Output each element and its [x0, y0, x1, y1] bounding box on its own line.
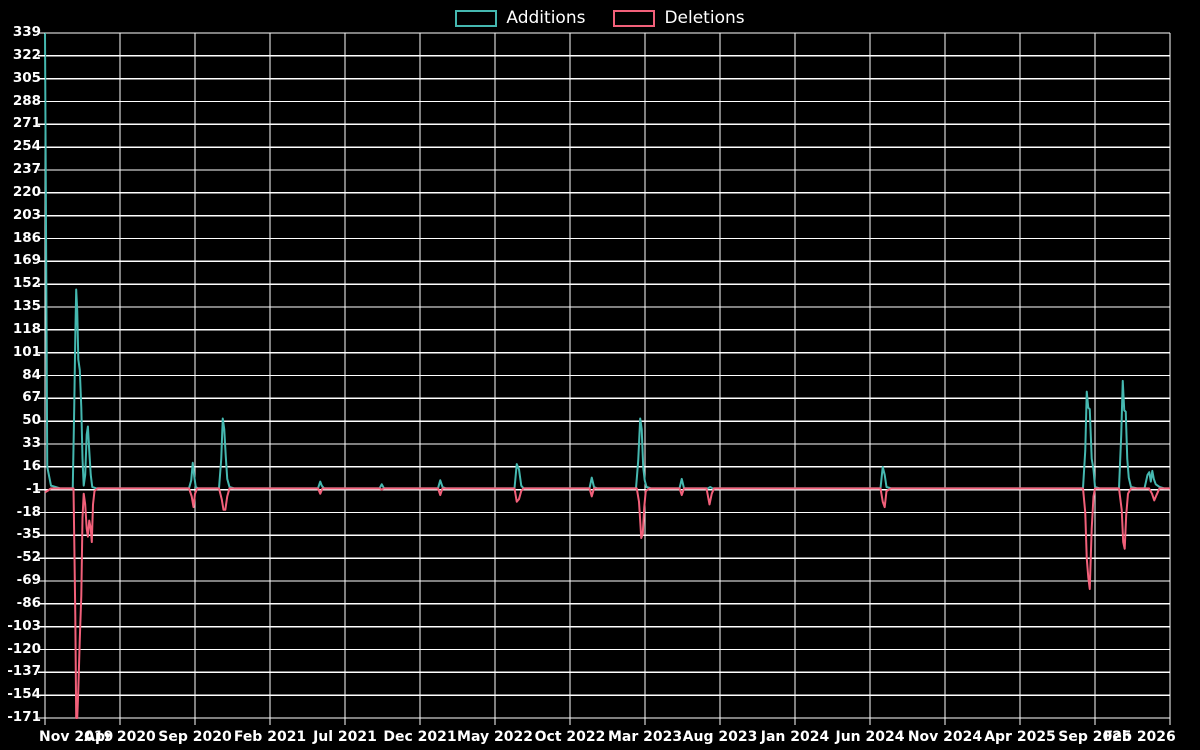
x-axis-tick-label: May 2022: [457, 729, 533, 745]
y-axis-tick-label: 288: [12, 92, 41, 109]
y-axis-tick-label: 169: [12, 252, 41, 269]
x-axis-tick-label: Feb 2026: [1103, 729, 1176, 745]
y-axis-tick-label: 84: [22, 366, 41, 383]
y-axis-tick-label: 67: [22, 389, 41, 406]
x-axis-tick-label: Jun 2024: [835, 729, 905, 745]
axis-tick-marks: [38, 32, 1171, 725]
y-axis-tick-label: -18: [16, 503, 41, 520]
legend-swatch-additions-icon: [455, 9, 498, 27]
y-axis-tick-label: -137: [7, 663, 41, 680]
legend-swatch-deletions-icon: [613, 9, 656, 27]
y-axis-tick-label: -103: [7, 617, 41, 634]
y-axis-tick-label: 305: [12, 69, 41, 86]
y-axis-tick-label: -1: [26, 480, 41, 497]
y-axis-tick-label: -86: [16, 594, 41, 611]
legend-label-deletions: Deletions: [664, 8, 745, 28]
x-axis-tick-label: Oct 2022: [534, 729, 606, 745]
x-axis-tick-label: Feb 2021: [233, 729, 307, 745]
y-axis-tick-label: -52: [16, 549, 41, 566]
y-axis-tick-label: 322: [12, 46, 41, 63]
y-axis-tick-label: 152: [12, 275, 41, 292]
series-line-deletions: [44, 487, 1170, 719]
chart-legend: Additions Deletions: [0, 0, 1200, 36]
x-axis-tick-label: Apr 2020: [84, 729, 156, 745]
x-axis-tick-label: Apr 2025: [984, 729, 1056, 745]
y-axis-tick-labels: 339 322 305 288 271 254 237 220 203 186 169 152 135 1…: [0, 0, 41, 750]
y-axis-tick-label: 101: [12, 343, 41, 360]
legend-label-additions: Additions: [506, 8, 586, 28]
y-axis-tick-label: 118: [12, 320, 41, 337]
x-axis-tick-label: Dec 2021: [383, 729, 457, 745]
y-axis-tick-label: -69: [16, 572, 41, 588]
x-axis-tick-label: Jan 2024: [760, 729, 830, 745]
x-axis-tick-label: Mar 2023: [607, 729, 683, 745]
y-axis-tick-label: -120: [7, 640, 41, 657]
x-axis-tick-label: Aug 2023: [682, 729, 758, 745]
x-axis-tick-label: Nov 2024: [907, 729, 983, 745]
y-axis-tick-label: 33: [22, 435, 41, 451]
y-axis-tick-label: -35: [16, 526, 41, 543]
y-axis-tick-label: 237: [12, 161, 41, 177]
y-axis-tick-label: -171: [7, 709, 41, 725]
y-axis-tick-label: 203: [12, 206, 41, 223]
y-axis-tick-label: -154: [7, 686, 41, 703]
y-axis-tick-label: 50: [22, 412, 41, 429]
legend-item-additions[interactable]: Additions: [455, 8, 585, 28]
y-axis-tick-label: 16: [22, 457, 41, 474]
y-axis-tick-label: 220: [12, 183, 41, 200]
x-axis-tick-label: Jul 2021: [313, 729, 377, 745]
x-axis-tick-label: Sep 2025: [1058, 729, 1132, 745]
y-axis-tick-label: 339: [12, 24, 41, 40]
y-axis-tick-label: 186: [12, 229, 41, 246]
x-axis-tick-label: Sep 2020: [158, 729, 232, 745]
series-lines: [44, 32, 1170, 719]
y-axis-tick-label: 271: [12, 115, 41, 132]
legend-item-deletions[interactable]: Deletions: [613, 8, 745, 28]
x-axis-tick-label: Nov 2019: [39, 729, 114, 745]
y-axis-tick-label: 135: [12, 298, 41, 314]
y-axis-tick-label: 254: [12, 138, 41, 155]
